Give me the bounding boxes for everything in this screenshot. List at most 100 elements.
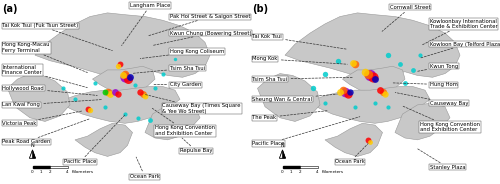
- Text: Hong Kong Convention
and Exhibition Center: Hong Kong Convention and Exhibition Cent…: [152, 108, 215, 136]
- Text: Victoria Peak: Victoria Peak: [2, 111, 82, 126]
- Text: Peak Road Garden: Peak Road Garden: [2, 119, 90, 144]
- Text: The Peak: The Peak: [252, 111, 327, 120]
- Point: [341, 91, 349, 93]
- Point: [336, 91, 344, 93]
- Text: Lan Kwai Fong: Lan Kwai Fong: [2, 100, 102, 107]
- Point: [384, 105, 392, 108]
- Text: Langham Place: Langham Place: [122, 3, 170, 46]
- Text: International
Finance Center: International Finance Center: [2, 65, 87, 88]
- Polygon shape: [92, 66, 155, 92]
- Text: Pacific Place: Pacific Place: [64, 114, 126, 164]
- Point: [158, 72, 166, 75]
- Text: Kowloon Bay (Telford Plaza): Kowloon Bay (Telford Plaza): [420, 42, 500, 58]
- Point: [104, 91, 112, 93]
- Text: Kwun Chung (Bowering Street): Kwun Chung (Bowering Street): [152, 31, 252, 45]
- Point: [334, 59, 342, 62]
- Text: 1: 1: [290, 170, 292, 174]
- Text: (b): (b): [252, 4, 268, 14]
- Point: [151, 87, 159, 90]
- Point: [111, 91, 119, 93]
- Text: Hong Kong Coliseum: Hong Kong Coliseum: [140, 49, 224, 59]
- Point: [401, 81, 409, 84]
- Point: [376, 89, 384, 92]
- Polygon shape: [280, 150, 285, 158]
- Point: [106, 92, 114, 95]
- Text: Pak Hoi Street & Saigon Street: Pak Hoi Street & Saigon Street: [148, 14, 250, 36]
- Point: [91, 81, 99, 84]
- Polygon shape: [282, 150, 286, 158]
- Polygon shape: [145, 103, 200, 140]
- Point: [416, 54, 424, 57]
- Text: Stanley Plaza: Stanley Plaza: [418, 149, 466, 170]
- Point: [366, 140, 374, 143]
- Text: 4: 4: [66, 170, 69, 174]
- Point: [351, 63, 359, 66]
- Point: [86, 109, 94, 112]
- Point: [134, 116, 141, 119]
- Point: [364, 72, 372, 75]
- Polygon shape: [30, 150, 36, 158]
- Polygon shape: [300, 166, 318, 168]
- Point: [396, 63, 404, 66]
- Text: Kilometers: Kilometers: [72, 170, 94, 174]
- Point: [58, 87, 66, 90]
- Text: Hung Hom: Hung Hom: [393, 82, 458, 87]
- Text: Kowloonbay International
Trade & Exhibition Center: Kowloonbay International Trade & Exhibit…: [422, 19, 498, 45]
- Polygon shape: [8, 74, 70, 121]
- Text: Hong Kong Convention
and Exhibition Center: Hong Kong Convention and Exhibition Cent…: [402, 106, 480, 132]
- Polygon shape: [35, 13, 210, 79]
- Point: [321, 72, 329, 75]
- Text: Causeway Bay: Causeway Bay: [395, 93, 468, 106]
- Point: [84, 107, 92, 110]
- Point: [131, 83, 139, 86]
- Point: [361, 70, 369, 73]
- Polygon shape: [310, 86, 430, 123]
- Point: [338, 89, 346, 92]
- Text: Pacific Place: Pacific Place: [252, 117, 360, 146]
- Text: Kilometers: Kilometers: [321, 170, 343, 174]
- Point: [71, 98, 79, 101]
- Point: [124, 78, 132, 81]
- Text: (a): (a): [2, 4, 18, 14]
- Point: [308, 87, 316, 90]
- Polygon shape: [32, 166, 50, 168]
- Text: 0: 0: [281, 170, 284, 174]
- Point: [116, 63, 124, 66]
- Point: [121, 76, 129, 79]
- Polygon shape: [258, 74, 320, 121]
- Text: 1: 1: [40, 170, 42, 174]
- Polygon shape: [280, 150, 282, 158]
- Text: Kwun Tong: Kwun Tong: [418, 64, 458, 71]
- Point: [364, 138, 372, 141]
- Point: [368, 76, 376, 79]
- Point: [126, 76, 134, 79]
- Text: Causeway Bay (Times Square
& Yee Wo Street): Causeway Bay (Times Square & Yee Wo Stre…: [145, 95, 241, 114]
- Text: Tai Kok Tsui: Tai Kok Tsui: [252, 34, 348, 49]
- Polygon shape: [60, 86, 180, 123]
- Point: [408, 68, 416, 71]
- Point: [101, 91, 109, 93]
- Polygon shape: [325, 123, 382, 156]
- Text: Tai Kok Tsui (Fuk Tsun Street): Tai Kok Tsui (Fuk Tsun Street): [2, 23, 112, 51]
- Point: [138, 92, 146, 95]
- Text: Cornwall Street: Cornwall Street: [382, 5, 430, 31]
- Point: [141, 94, 149, 97]
- Point: [346, 91, 354, 93]
- Point: [171, 57, 179, 60]
- Text: 2: 2: [298, 170, 302, 174]
- Text: Tsim Sha Tsui: Tsim Sha Tsui: [133, 66, 205, 73]
- Text: 0: 0: [31, 170, 34, 174]
- Point: [381, 92, 389, 95]
- Point: [136, 91, 144, 93]
- Point: [121, 72, 129, 75]
- Text: Hollywood Road: Hollywood Road: [2, 86, 97, 95]
- Polygon shape: [30, 150, 32, 158]
- Point: [118, 74, 126, 77]
- Point: [121, 113, 129, 116]
- Point: [101, 105, 109, 108]
- Point: [344, 92, 351, 95]
- Polygon shape: [282, 166, 300, 168]
- Polygon shape: [75, 123, 132, 156]
- Point: [114, 92, 122, 95]
- Point: [321, 102, 329, 105]
